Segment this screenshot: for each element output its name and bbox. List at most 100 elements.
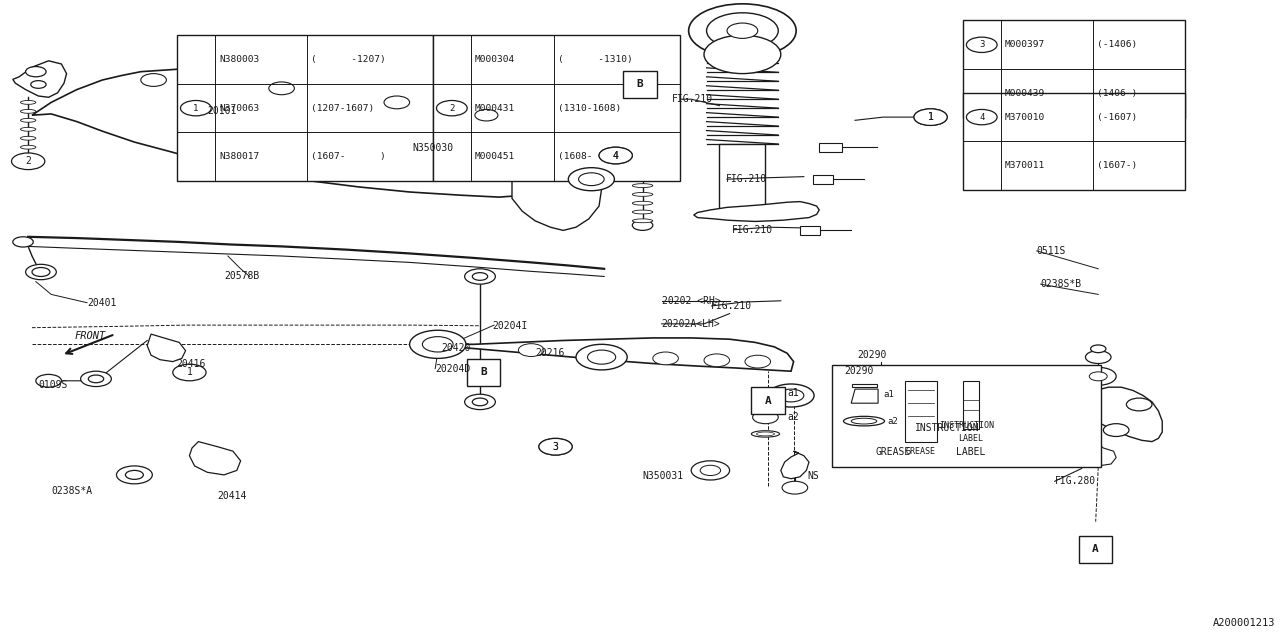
Circle shape <box>588 350 616 364</box>
Circle shape <box>141 74 166 86</box>
Circle shape <box>653 352 678 365</box>
Bar <box>1079 536 1112 563</box>
Text: FIG.280: FIG.280 <box>1055 476 1096 486</box>
Circle shape <box>966 109 997 125</box>
Circle shape <box>12 153 45 170</box>
Circle shape <box>689 4 796 58</box>
Text: 3: 3 <box>979 40 984 49</box>
Ellipse shape <box>20 100 36 104</box>
Circle shape <box>518 344 544 356</box>
Bar <box>751 387 785 414</box>
Circle shape <box>173 364 206 381</box>
Text: 0238S*B: 0238S*B <box>1041 279 1082 289</box>
Text: 4: 4 <box>613 150 618 161</box>
Text: GREASE: GREASE <box>905 447 936 456</box>
Text: 20202 <RH>: 20202 <RH> <box>662 296 721 306</box>
Circle shape <box>1085 351 1111 364</box>
Ellipse shape <box>20 127 36 131</box>
Circle shape <box>966 37 997 52</box>
Text: 1: 1 <box>193 104 198 113</box>
Text: (1207-1607): (1207-1607) <box>311 104 374 113</box>
Circle shape <box>599 147 632 164</box>
Text: 0109S: 0109S <box>38 380 68 390</box>
Text: M370010: M370010 <box>1005 113 1044 122</box>
Ellipse shape <box>632 210 653 214</box>
Text: 1: 1 <box>928 112 933 122</box>
Text: M000439: M000439 <box>1005 89 1044 98</box>
Text: 20202A<LH>: 20202A<LH> <box>662 319 721 329</box>
Circle shape <box>472 398 488 406</box>
Circle shape <box>539 438 572 455</box>
Text: 20420: 20420 <box>442 343 471 353</box>
Text: 0511S: 0511S <box>1037 246 1066 256</box>
Circle shape <box>410 330 466 358</box>
Text: M000397: M000397 <box>1005 40 1044 49</box>
Ellipse shape <box>20 145 36 149</box>
Circle shape <box>1089 372 1107 381</box>
Text: M000431: M000431 <box>475 104 515 113</box>
Bar <box>177 35 433 181</box>
Circle shape <box>745 355 771 368</box>
Polygon shape <box>852 384 877 387</box>
Text: 20290: 20290 <box>858 349 887 360</box>
Circle shape <box>125 470 143 479</box>
Circle shape <box>465 269 495 284</box>
Text: (      -1310): ( -1310) <box>558 55 632 64</box>
Circle shape <box>36 374 61 387</box>
Circle shape <box>32 268 50 276</box>
Text: A200001213: A200001213 <box>1212 618 1275 628</box>
Ellipse shape <box>632 219 653 223</box>
Circle shape <box>26 264 56 280</box>
Text: FIG.210: FIG.210 <box>726 174 767 184</box>
Circle shape <box>88 375 104 383</box>
Circle shape <box>180 100 211 116</box>
Text: M000451: M000451 <box>475 152 515 161</box>
Bar <box>832 365 1101 467</box>
Ellipse shape <box>20 109 36 113</box>
Text: (1406-): (1406-) <box>1097 89 1137 98</box>
Text: a2: a2 <box>887 417 897 426</box>
Circle shape <box>1126 398 1152 411</box>
Text: N370063: N370063 <box>219 104 259 113</box>
Circle shape <box>589 349 614 362</box>
Bar <box>905 381 937 442</box>
Text: 20401: 20401 <box>87 298 116 308</box>
Text: 1: 1 <box>928 112 933 122</box>
Ellipse shape <box>20 136 36 140</box>
Bar <box>819 143 842 152</box>
Text: FIG.210: FIG.210 <box>710 301 751 311</box>
Text: (1310-1608): (1310-1608) <box>558 104 621 113</box>
Text: A: A <box>764 396 772 406</box>
Circle shape <box>576 344 627 370</box>
Polygon shape <box>851 389 878 403</box>
Text: (1607-): (1607-) <box>1097 161 1137 170</box>
Text: 20290: 20290 <box>845 366 874 376</box>
Polygon shape <box>422 338 794 371</box>
Circle shape <box>26 67 46 77</box>
Text: M000304: M000304 <box>475 55 515 64</box>
Text: NS: NS <box>808 471 819 481</box>
Ellipse shape <box>844 417 884 426</box>
Polygon shape <box>781 451 809 479</box>
Ellipse shape <box>756 432 774 436</box>
Circle shape <box>599 147 632 164</box>
Circle shape <box>436 100 467 116</box>
Text: B: B <box>636 79 644 90</box>
Circle shape <box>1080 367 1116 385</box>
Text: 3: 3 <box>553 442 558 452</box>
Circle shape <box>422 337 453 352</box>
Bar <box>963 20 1185 118</box>
Circle shape <box>778 389 804 402</box>
Text: B: B <box>480 367 488 378</box>
Circle shape <box>704 35 781 74</box>
Text: a1: a1 <box>787 388 799 398</box>
Text: LABEL: LABEL <box>956 447 984 457</box>
Text: 20204I: 20204I <box>493 321 529 331</box>
Text: (1607-      ): (1607- ) <box>311 152 385 161</box>
Text: FRONT: FRONT <box>74 331 105 341</box>
Ellipse shape <box>20 118 36 122</box>
Text: A: A <box>1092 544 1100 554</box>
Text: 4: 4 <box>979 113 984 122</box>
Circle shape <box>568 168 614 191</box>
Text: FIG.210: FIG.210 <box>672 94 713 104</box>
